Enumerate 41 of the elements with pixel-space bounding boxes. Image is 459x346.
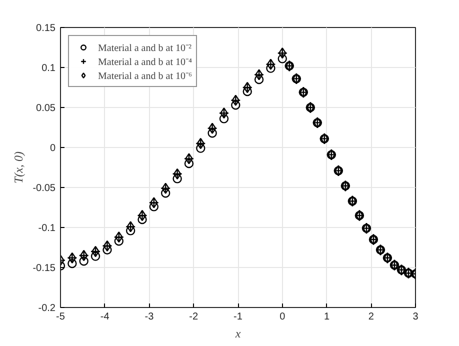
y-axis-title: T(x, 0) — [12, 151, 26, 184]
point — [231, 100, 240, 110]
x-tick-label: 0 — [280, 312, 286, 322]
point — [90, 252, 100, 261]
point — [266, 64, 276, 73]
x-axis-title: x — [234, 326, 242, 340]
point — [254, 74, 264, 84]
y-tick-label: 0.05 — [36, 103, 56, 114]
x-tick-label: -1 — [234, 312, 243, 322]
y-tick-label: 0.15 — [36, 23, 56, 34]
y-tick-label: -0.1 — [38, 223, 56, 234]
x-tick-label: -3 — [144, 312, 154, 322]
point — [68, 258, 77, 268]
point — [184, 158, 194, 168]
point — [160, 188, 170, 198]
x-tick-label: -5 — [56, 312, 66, 322]
y-tick-label: -0.15 — [32, 263, 56, 274]
x-tick-label: -4 — [100, 312, 110, 322]
point — [278, 54, 287, 64]
legend-label: Material a and b at 10⁻² — [98, 42, 192, 54]
y-tick-label: -0.05 — [32, 183, 56, 194]
x-tick-label: 3 — [412, 312, 419, 322]
x-tick-label: -2 — [189, 312, 199, 322]
legend-label: Material a and b at 10⁻⁶ — [98, 70, 192, 82]
y-tick-label: -0.2 — [38, 303, 56, 314]
x-tick-label: 2 — [368, 312, 374, 322]
point — [149, 202, 159, 212]
y-tick-label: 0.1 — [42, 63, 56, 74]
point — [242, 86, 252, 96]
point — [102, 245, 112, 254]
point — [138, 214, 147, 224]
point — [219, 114, 229, 124]
legend-label: Material a and b at 10⁻⁴ — [98, 56, 192, 68]
point — [196, 144, 206, 153]
x-tick-label: 1 — [324, 312, 330, 322]
point — [79, 256, 88, 266]
point — [114, 236, 124, 246]
point — [126, 226, 136, 236]
y-tick-label: 0 — [50, 143, 56, 154]
point — [172, 174, 182, 184]
point — [208, 128, 217, 138]
